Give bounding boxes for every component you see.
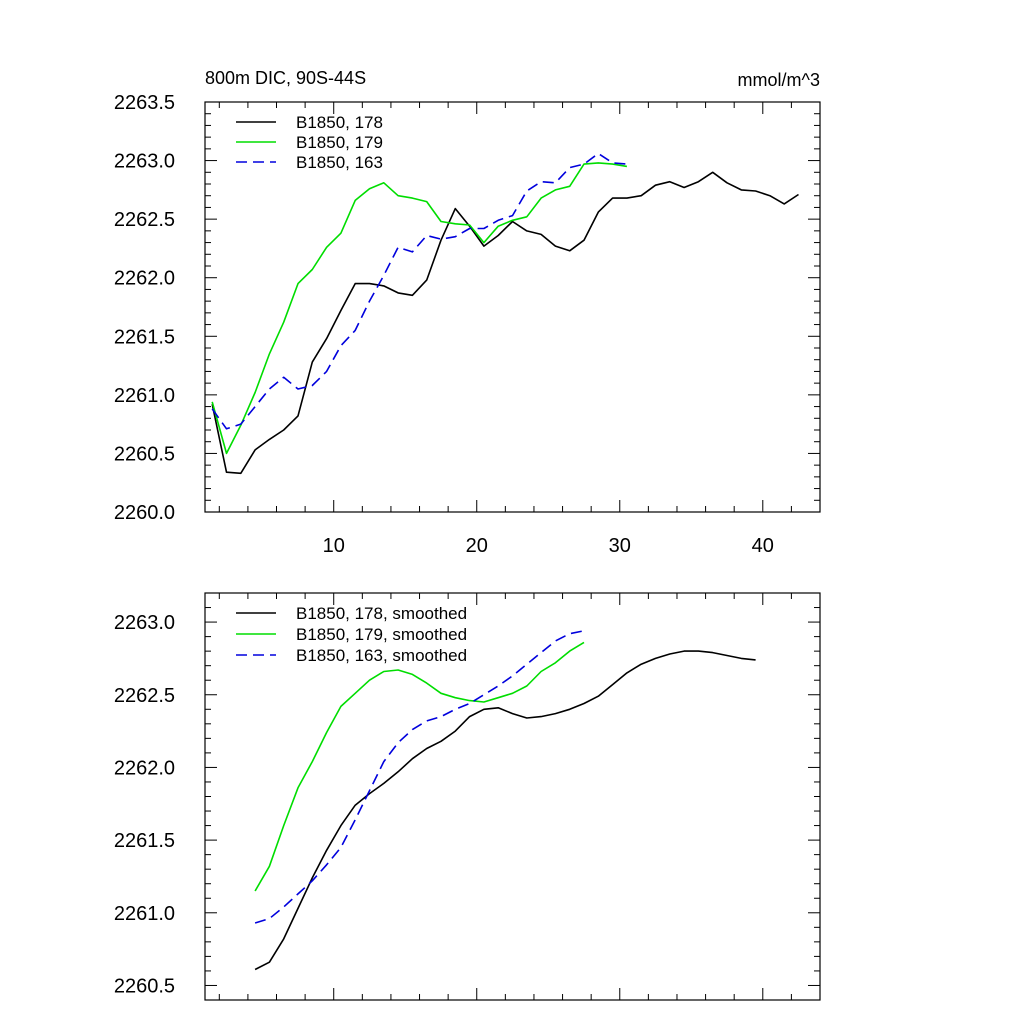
y-tick-label: 2263.0 <box>114 151 175 173</box>
units-label: mmol/m^3 <box>738 70 820 90</box>
legend-label: B1850, 163, smoothed <box>296 646 467 665</box>
y-tick-label: 2262.5 <box>114 209 175 231</box>
legend-label: B1850, 178 <box>296 113 383 132</box>
y-tick-label: 2261.5 <box>114 830 175 852</box>
chart-title: 800m DIC, 90S-44S <box>205 68 366 88</box>
series-line-3 <box>254 630 585 924</box>
y-tick-label: 2263.0 <box>114 612 175 634</box>
legend-label: B1850, 179, smoothed <box>296 625 467 644</box>
series-line-2 <box>254 641 585 892</box>
y-tick-label: 2261.0 <box>114 903 175 925</box>
x-tick-label: 40 <box>752 535 774 557</box>
series-line-3 <box>211 152 627 430</box>
legend-label: B1850, 179 <box>296 133 383 152</box>
x-tick-label: 10 <box>323 535 345 557</box>
series-line-1 <box>254 650 756 971</box>
series-line-1 <box>211 171 799 475</box>
y-tick-label: 2261.5 <box>114 326 175 348</box>
bottom-panel: 2260.5 2261.0 2261.5 2262.0 2262.5 2263.0 B185… <box>114 592 821 1001</box>
y-tick-label: 2262.0 <box>114 757 175 779</box>
top-panel: 800m DIC, 90S-44S mmol/m^3 10 20 30 40 2260.… <box>114 68 821 557</box>
y-tick-label: 2261.0 <box>114 385 175 407</box>
y-tick-label: 2260.5 <box>114 975 175 997</box>
x-tick-label: 20 <box>466 535 488 557</box>
series-line-2 <box>211 162 628 455</box>
y-tick-label: 2263.5 <box>114 92 175 114</box>
y-tick-label: 2260.5 <box>114 443 175 465</box>
y-tick-label: 2260.0 <box>114 502 175 524</box>
y-tick-label: 2262.5 <box>114 685 175 707</box>
y-tick-label: 2262.0 <box>114 268 175 290</box>
legend-label: B1850, 163 <box>296 153 383 172</box>
x-tick-label: 30 <box>609 535 631 557</box>
legend-label: B1850, 178, smoothed <box>296 604 467 623</box>
plot-frame <box>204 101 821 513</box>
